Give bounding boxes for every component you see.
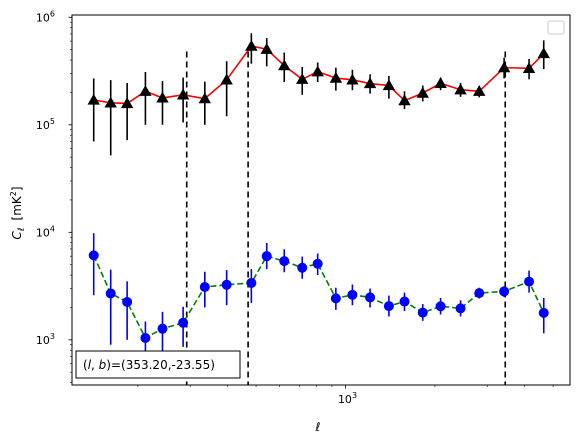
data-point-triangle: [363, 77, 377, 89]
y-axis-label-unit-exp: 2: [9, 191, 18, 196]
data-point-circle: [524, 276, 535, 287]
data-point-circle: [417, 307, 428, 318]
annotation-prefix: (: [83, 358, 88, 372]
data-point-circle: [246, 277, 257, 288]
data-point-triangle: [87, 93, 100, 105]
annotation-l: l: [88, 358, 92, 372]
data-point-triangle: [329, 71, 343, 83]
annotation-sep: ,: [91, 358, 99, 372]
data-point-circle: [538, 307, 549, 318]
y-tick-label-base: 10: [36, 11, 50, 24]
legend-box: [547, 20, 565, 35]
data-point-circle: [279, 256, 290, 267]
data-point-triangle: [537, 47, 550, 59]
data-point-circle: [140, 332, 151, 343]
annotation-b: b: [99, 358, 107, 372]
data-point-triangle: [311, 65, 324, 77]
x-tick-label-exp: 3: [352, 391, 357, 400]
y-tick-label-base: 10: [36, 334, 50, 347]
data-point-triangle: [398, 94, 411, 106]
data-point-circle: [297, 262, 308, 273]
data-point-circle: [330, 293, 341, 304]
data-point-triangle: [522, 62, 536, 73]
annotation-text: (l, b)=(353.20,-23.55): [83, 358, 215, 372]
data-point-circle: [105, 288, 116, 299]
data-point-circle: [178, 317, 189, 328]
data-point-circle: [455, 303, 466, 314]
data-point-triangle: [382, 79, 396, 91]
y-tick-label: 105: [36, 117, 55, 132]
y-tick-label: 104: [36, 224, 55, 239]
data-point-triangle: [260, 42, 273, 54]
data-point-triangle: [473, 85, 486, 96]
y-axis-label-main: C: [10, 231, 24, 240]
data-point-triangle: [245, 39, 258, 51]
data-point-triangle: [434, 77, 447, 88]
y-axis-label-sub: ℓ: [17, 227, 27, 232]
data-point-triangle: [176, 88, 190, 100]
y-tick-label-exp: 6: [50, 9, 55, 18]
x-axis-label: ℓ: [315, 420, 321, 434]
data-point-triangle: [416, 86, 429, 98]
x-tick-label-base: 10: [338, 393, 352, 406]
data-point-circle: [347, 289, 358, 300]
y-tick-label-base: 10: [36, 119, 50, 132]
x-tick-label: 103: [338, 391, 357, 406]
y-axis-label: Cℓ [mK2]: [9, 186, 27, 239]
data-point-circle: [199, 281, 210, 292]
data-point-triangle: [346, 73, 359, 85]
data-point-circle: [261, 251, 272, 262]
y-tick-label-exp: 5: [50, 117, 55, 126]
y-tick-label-exp: 4: [50, 224, 55, 233]
data-point-circle: [157, 323, 168, 334]
annotation-suffix: )=(353.20,-23.55): [106, 358, 215, 372]
data-point-circle: [474, 288, 485, 299]
data-point-triangle: [278, 59, 291, 71]
data-point-circle: [499, 286, 510, 297]
data-point-triangle: [497, 61, 511, 73]
y-tick-label: 103: [36, 332, 55, 347]
data-point-triangle: [156, 91, 169, 103]
data-point-triangle: [454, 83, 467, 95]
data-point-triangle: [104, 96, 117, 108]
data-point-triangle: [139, 85, 152, 96]
data-point-circle: [122, 296, 133, 307]
data-point-triangle: [220, 73, 233, 85]
y-axis-label-unit: [mK: [10, 195, 24, 220]
y-tick-label-exp: 3: [50, 332, 55, 341]
y-tick-label-base: 10: [36, 226, 50, 239]
data-point-circle: [221, 279, 232, 290]
data-point-circle: [88, 250, 99, 261]
data-point-circle: [312, 258, 323, 269]
data-point-circle: [365, 292, 376, 303]
annotation-box: [75, 350, 241, 379]
data-point-circle: [399, 296, 410, 307]
data-point-circle: [435, 301, 446, 312]
data-point-triangle: [296, 73, 309, 84]
data-point-circle: [383, 301, 394, 312]
y-axis-label-unit-close: ]: [10, 186, 24, 191]
data-point-triangle: [120, 97, 134, 109]
data-point-triangle: [198, 92, 212, 104]
y-tick-label: 106: [36, 9, 55, 24]
